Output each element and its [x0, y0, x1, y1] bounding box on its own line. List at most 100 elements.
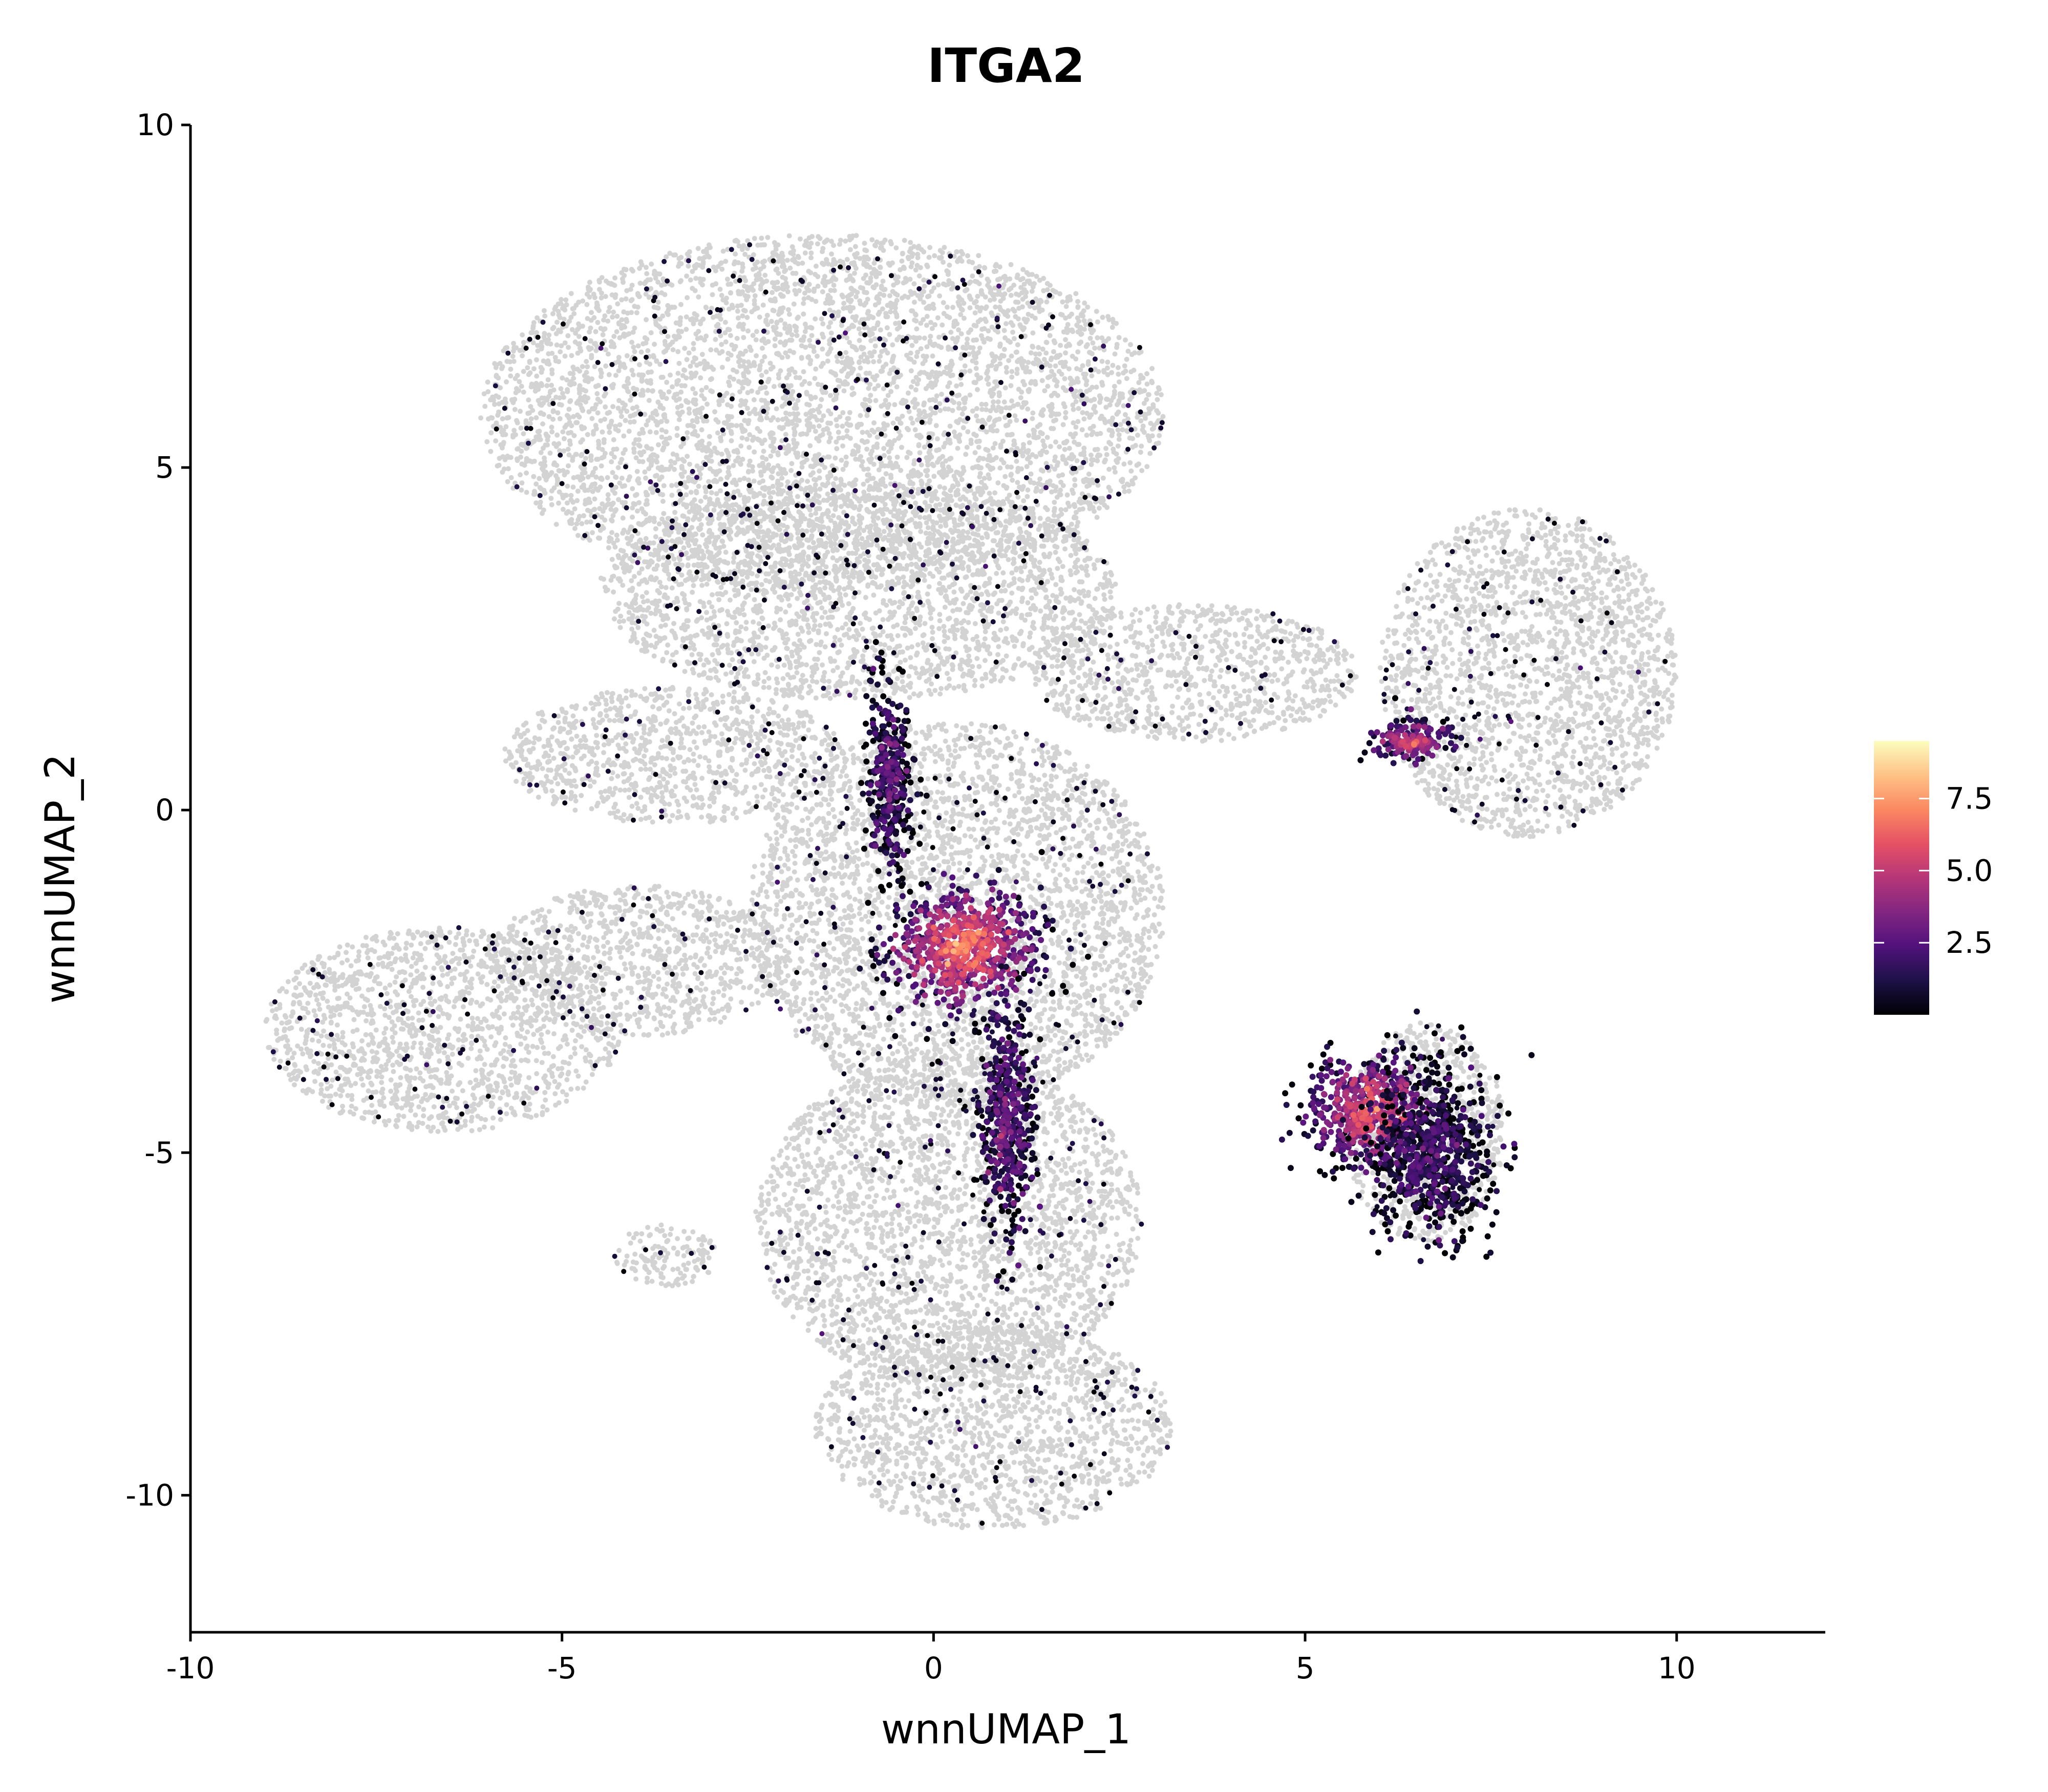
- background-point: [598, 527, 603, 533]
- background-point: [772, 240, 777, 245]
- background-point: [824, 257, 829, 262]
- background-point: [644, 271, 650, 276]
- background-point: [542, 313, 548, 319]
- background-point: [915, 251, 921, 257]
- background-point: [664, 379, 670, 385]
- background-point: [908, 384, 914, 390]
- background-point: [705, 549, 711, 554]
- background-point: [684, 375, 689, 381]
- background-point: [510, 348, 516, 354]
- background-point: [595, 410, 601, 416]
- background-point: [634, 492, 639, 497]
- background-point: [792, 282, 798, 287]
- background-point: [714, 347, 719, 353]
- background-point: [970, 408, 975, 414]
- background-point: [976, 253, 982, 259]
- background-point: [534, 415, 539, 420]
- background-point: [1051, 349, 1056, 354]
- background-point: [802, 379, 807, 385]
- background-point: [695, 336, 700, 342]
- background-point: [962, 400, 967, 406]
- background-point: [1044, 507, 1050, 513]
- background-point: [609, 459, 614, 464]
- background-point: [1040, 468, 1046, 474]
- background-point: [790, 257, 795, 263]
- background-point: [1095, 482, 1101, 488]
- background-point: [909, 291, 914, 297]
- background-point: [772, 327, 777, 333]
- background-point: [699, 388, 705, 393]
- background-point: [1114, 402, 1120, 408]
- background-point: [686, 350, 692, 356]
- background-point: [1104, 452, 1110, 457]
- background-point: [813, 316, 818, 322]
- background-point: [801, 311, 806, 317]
- background-point: [693, 331, 699, 337]
- background-point: [584, 359, 589, 364]
- background-point: [1158, 392, 1164, 397]
- background-point: [632, 349, 637, 354]
- background-point: [570, 455, 575, 460]
- background-point: [1044, 287, 1050, 292]
- background-point: [682, 346, 688, 351]
- background-point: [721, 393, 727, 399]
- background-point: [1116, 432, 1122, 438]
- background-point: [613, 426, 618, 432]
- background-point: [868, 338, 874, 344]
- background-point: [906, 356, 912, 361]
- background-point: [1103, 338, 1108, 344]
- background-point: [1044, 339, 1050, 345]
- background-point: [772, 343, 778, 349]
- background-point: [737, 492, 743, 498]
- background-point: [917, 450, 923, 456]
- background-point: [645, 348, 651, 353]
- background-point: [545, 358, 551, 364]
- background-point: [557, 489, 562, 495]
- background-point: [965, 336, 970, 342]
- background-point: [1128, 342, 1133, 347]
- background-point: [622, 483, 627, 488]
- background-point: [771, 415, 776, 420]
- background-point: [1071, 502, 1077, 508]
- background-point: [731, 507, 736, 513]
- background-point: [825, 474, 830, 479]
- background-point: [1056, 369, 1062, 374]
- background-point: [1114, 342, 1120, 347]
- background-point: [610, 314, 615, 320]
- background-point: [728, 422, 734, 428]
- background-point: [623, 500, 628, 505]
- background-point: [751, 360, 757, 366]
- background-point: [584, 519, 589, 525]
- background-point: [1063, 337, 1068, 343]
- background-point: [778, 339, 783, 345]
- background-point: [558, 349, 563, 355]
- background-point: [902, 400, 907, 406]
- background-point: [594, 391, 600, 396]
- background-point: [525, 411, 531, 416]
- background-point: [611, 454, 617, 460]
- background-point: [1066, 314, 1072, 319]
- background-point: [982, 339, 987, 345]
- background-point: [860, 401, 865, 407]
- background-point: [541, 308, 547, 313]
- background-point: [931, 285, 937, 291]
- background-point: [742, 418, 748, 423]
- background-point: [947, 456, 952, 462]
- background-point: [511, 358, 517, 364]
- background-point: [736, 243, 742, 249]
- background-point: [1049, 355, 1054, 361]
- background-point: [691, 346, 696, 352]
- background-point: [993, 263, 998, 269]
- background-point: [1036, 301, 1042, 307]
- background-point: [961, 407, 966, 412]
- background-point: [885, 422, 890, 428]
- background-point: [773, 247, 779, 252]
- background-point: [874, 373, 880, 378]
- background-point: [1004, 321, 1009, 327]
- background-point: [707, 434, 712, 439]
- background-point: [851, 391, 857, 396]
- background-point: [995, 292, 1000, 297]
- background-point: [908, 368, 914, 374]
- background-point: [620, 400, 626, 406]
- background-point: [600, 332, 606, 337]
